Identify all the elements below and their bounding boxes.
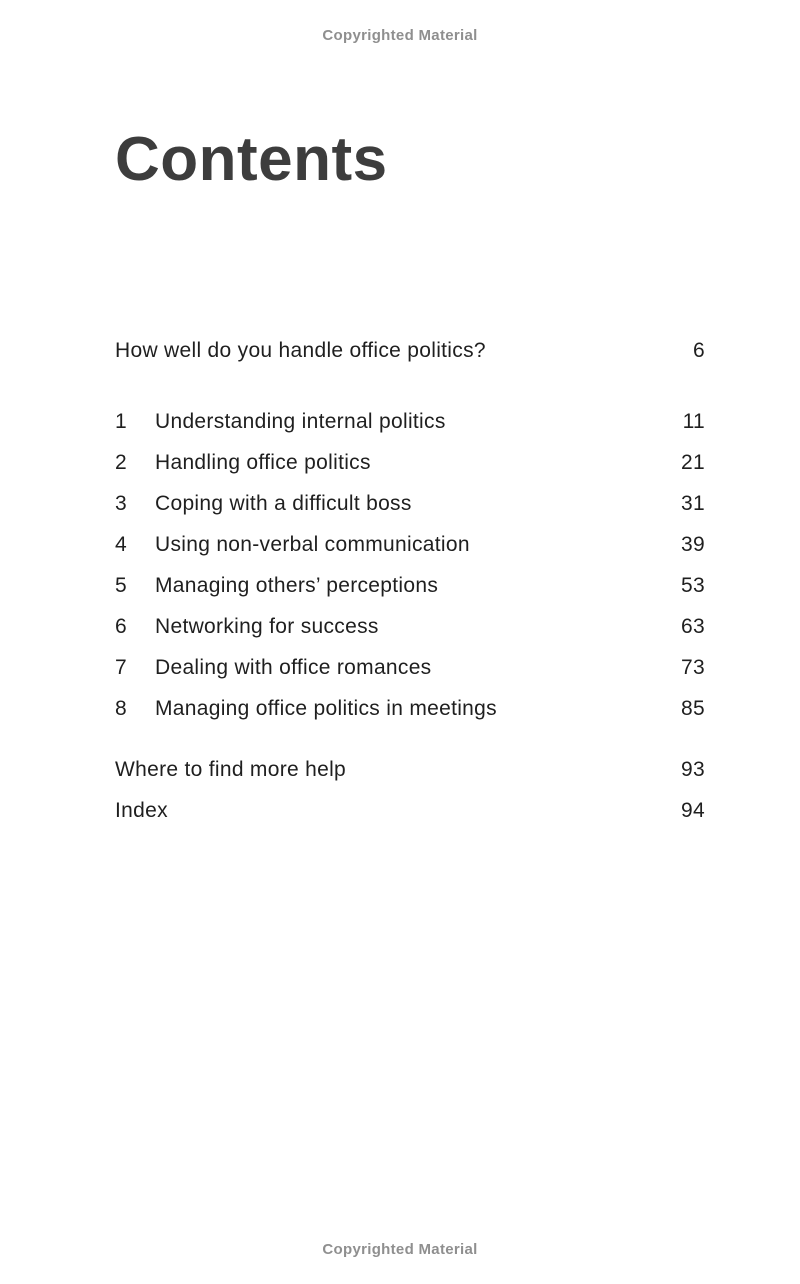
toc-entry-label: Managing others’ perceptions [155,573,439,597]
toc-entry-label: How well do you handle office politics? [115,338,486,362]
toc-entry-label: Using non-verbal communication [155,532,470,556]
toc-entry-label: Where to find more help [115,757,347,781]
toc-entry-page-number: 53 [681,573,705,597]
page-title: Contents [115,125,388,194]
toc-entry-label: Handling office politics [155,450,371,474]
toc-end-matter-list: Where to find more help 93 Index 94 [115,749,705,831]
toc-entry-chapter: 1 Understanding internal politics 11 [115,401,705,442]
toc-entry-page-number: 6 [693,338,705,362]
toc-entry-chapter: 2 Handling office politics 21 [115,442,705,483]
chapter-number: 8 [115,696,127,720]
chapter-number: 1 [115,409,127,433]
toc-entry-chapter: 7 Dealing with office romances 73 [115,647,705,688]
chapter-number: 5 [115,573,127,597]
toc-entry-end-matter: Index 94 [115,790,705,831]
chapter-number: 6 [115,614,127,638]
toc-entry-chapter: 4 Using non-verbal communication 39 [115,524,705,565]
toc-entry-label: Understanding internal politics [155,409,446,433]
toc-entry-page-number: 93 [681,757,705,781]
toc-entry-end-matter: Where to find more help 93 [115,749,705,790]
toc-entry-page-number: 31 [681,491,705,515]
copyright-notice-bottom: Copyrighted Material [322,1241,478,1258]
toc-entry-label: Index [115,798,168,822]
toc-entry-page-number: 63 [681,614,705,638]
toc-entry-page-number: 73 [681,655,705,679]
toc-entry-intro: How well do you handle office politics? … [115,330,705,371]
copyright-notice-top: Copyrighted Material [322,27,478,44]
toc-entry-label: Managing office politics in meetings [155,696,497,720]
toc-entry-page-number: 21 [681,450,705,474]
toc-entry-page-number: 94 [681,798,705,822]
toc-entry-chapter: 8 Managing office politics in meetings 8… [115,688,705,729]
toc-chapter-list: 1 Understanding internal politics 11 2 H… [115,401,705,729]
chapter-number: 3 [115,491,127,515]
chapter-number: 2 [115,450,127,474]
toc-entry-label: Dealing with office romances [155,655,432,679]
chapter-number: 4 [115,532,127,556]
toc-entry-chapter: 3 Coping with a difficult boss 31 [115,483,705,524]
toc-entry-chapter: 6 Networking for success 63 [115,606,705,647]
toc-entry-page-number: 11 [682,409,705,433]
toc-entry-page-number: 85 [681,696,705,720]
table-of-contents: How well do you handle office politics? … [115,330,705,831]
toc-entry-label: Networking for success [155,614,379,638]
toc-entry-chapter: 5 Managing others’ perceptions 53 [115,565,705,606]
contents-section: Contents How well do you handle office p… [115,0,705,831]
toc-entry-label: Coping with a difficult boss [155,491,412,515]
toc-entry-page-number: 39 [681,532,705,556]
chapter-number: 7 [115,655,127,679]
